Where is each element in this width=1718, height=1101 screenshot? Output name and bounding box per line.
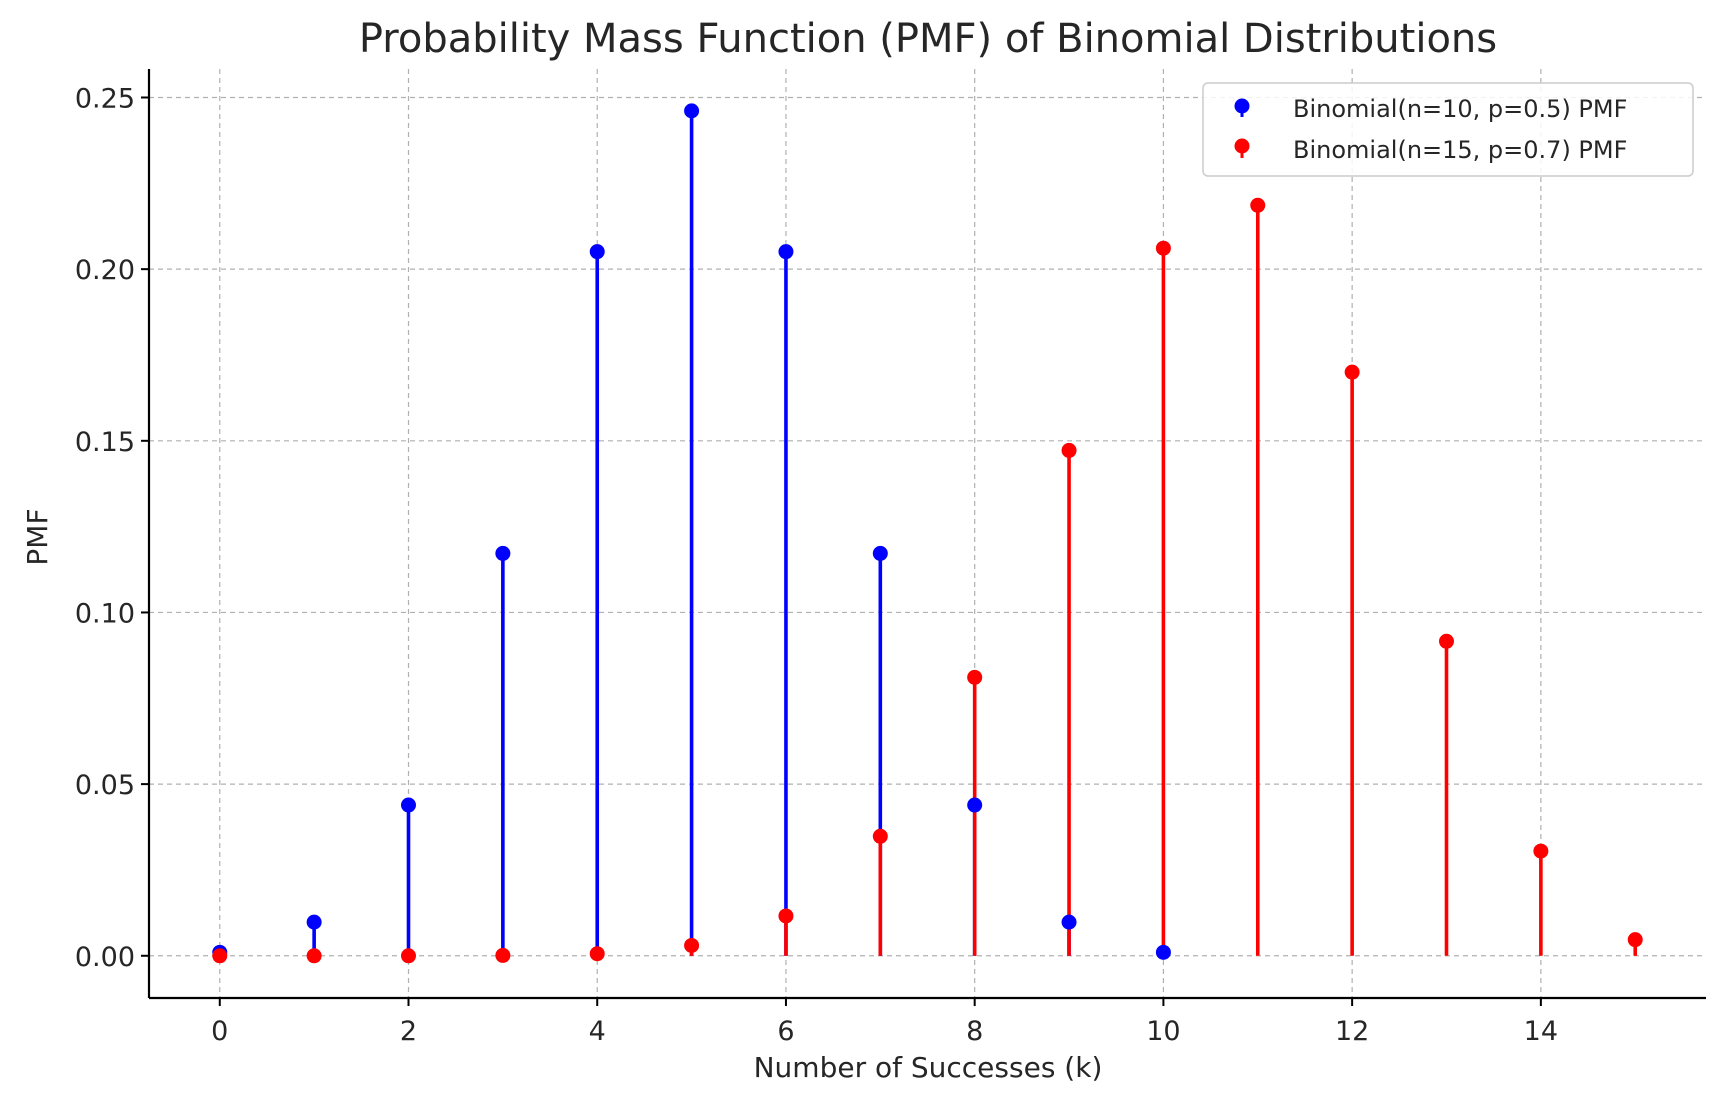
stem-marker: [401, 797, 416, 813]
stem-marker: [684, 103, 700, 119]
x-tick-label: 6: [777, 1016, 794, 1047]
stem-marker: [401, 948, 416, 964]
y-tick-label: 0.10: [75, 598, 135, 629]
stem-marker: [495, 545, 511, 561]
x-tick-label: 0: [211, 1016, 228, 1047]
legend-label: Binomial(n=15, p=0.7) PMF: [1293, 136, 1627, 164]
legend-label: Binomial(n=10, p=0.5) PMF: [1293, 95, 1627, 123]
x-tick-label: 12: [1335, 1016, 1369, 1047]
legend: Binomial(n=10, p=0.5) PMF Binomial(n=15,…: [1202, 82, 1694, 177]
x-axis-title: Number of Successes (k): [754, 1051, 1103, 1084]
chart-title: Probability Mass Function (PMF) of Binom…: [359, 16, 1497, 62]
stem-marker: [872, 545, 888, 561]
stem-marker: [1061, 914, 1077, 930]
legend-marker: [1234, 138, 1250, 154]
legend-entry: Binomial(n=15, p=0.7) PMF: [1234, 136, 1627, 164]
stem-marker: [872, 828, 888, 844]
stem-marker: [1533, 843, 1549, 859]
x-tick-label: 14: [1524, 1016, 1558, 1047]
stem-marker: [306, 914, 322, 930]
stem-marker: [967, 797, 983, 813]
stem-marker: [1627, 932, 1643, 948]
stem-marker: [778, 908, 794, 924]
stem-marker: [1155, 240, 1171, 256]
stem-marker: [778, 244, 794, 260]
stem-marker: [1344, 364, 1360, 380]
stem-marker: [1155, 944, 1171, 960]
legend-box: [1202, 82, 1694, 177]
y-axis-title: PMF: [21, 508, 54, 565]
x-tick-label: 10: [1146, 1016, 1180, 1047]
stem-marker: [589, 244, 605, 260]
y-tick-label: 0.15: [75, 427, 135, 458]
stem-marker: [967, 669, 983, 685]
x-tick-label: 8: [966, 1016, 983, 1047]
y-tick-label: 0.20: [75, 255, 135, 286]
y-tick-label: 0.05: [75, 770, 135, 801]
markers: [212, 103, 1643, 964]
x-tick-label: 2: [400, 1016, 417, 1047]
ticks: 0 2 4 6 8 10 12 14 0.00 0.05 0.10 0.15 0.20 0.25: [75, 83, 1558, 1047]
stem-marker: [1250, 197, 1266, 213]
stem-marker: [1439, 633, 1454, 649]
stem-marker: [212, 948, 228, 964]
stem-marker: [306, 948, 322, 964]
stem-marker: [684, 937, 700, 953]
legend-marker: [1234, 98, 1250, 114]
stem-marker: [589, 946, 605, 962]
y-tick-label: 0.25: [75, 83, 135, 114]
legend-entry: Binomial(n=10, p=0.5) PMF: [1234, 95, 1627, 123]
y-tick-label: 0.00: [75, 942, 135, 973]
stem-marker: [495, 947, 511, 963]
x-tick-label: 4: [589, 1016, 606, 1047]
stem-marker: [1061, 442, 1077, 458]
